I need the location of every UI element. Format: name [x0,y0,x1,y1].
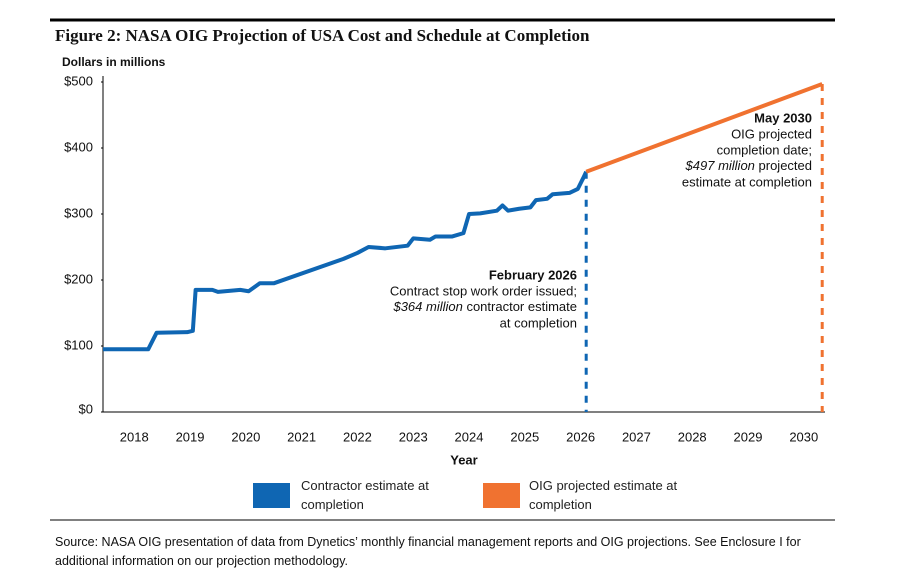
x-tick-label: 2024 [455,429,484,444]
annotation-title: May 2030 [754,110,812,125]
annotation-line: at completion [500,315,577,330]
x-tick-label: 2025 [510,429,539,444]
y-tick-label: $200 [64,271,93,286]
x-tick-label: 2026 [566,429,595,444]
y-tick-label: $300 [64,205,93,220]
x-tick-label: 2023 [399,429,428,444]
y-tick-label: $0 [79,401,93,416]
x-tick-label: 2020 [231,429,260,444]
series-line [585,82,823,174]
x-tick-label: 2019 [176,429,205,444]
annotation-line: completion date; [717,142,812,157]
y-tick-label: $400 [64,139,93,154]
x-tick-label: 2028 [678,429,707,444]
annotation-line: OIG projected [731,126,812,141]
y-axis-label: Dollars in millions [62,55,166,69]
annotation-title: February 2026 [489,267,577,282]
legend-swatch [253,483,290,508]
x-tick-label: 2029 [734,429,763,444]
legend-swatch [483,483,520,508]
x-tick-label: 2022 [343,429,372,444]
annotation-line: $364 million contractor estimate [392,299,577,314]
chart-title: Figure 2: NASA OIG Projection of USA Cos… [55,26,590,45]
annotation-line: $497 million projected [685,158,812,173]
source-note: Source: NASA OIG presentation of data fr… [55,535,801,568]
annotation-segment: $497 million [685,158,755,173]
annotation-line: Contract stop work order issued; [390,283,577,298]
y-tick-label: $100 [64,337,93,352]
x-tick-label: 2030 [789,429,818,444]
x-tick-label: 2018 [120,429,149,444]
annotation-segment: projected [755,158,812,173]
x-tick-label: 2021 [287,429,316,444]
x-tick-label: 2027 [622,429,651,444]
annotation-line: estimate at completion [682,174,812,189]
series-line [103,170,589,352]
x-axis-label: Year [450,452,477,467]
annotation-segment: $364 million [392,299,462,314]
annotation-segment: contractor estimate [463,299,577,314]
legend-label: OIG projected estimate at completion [529,478,678,512]
y-tick-label: $500 [64,73,93,88]
legend-label: Contractor estimate at completion [301,478,429,512]
